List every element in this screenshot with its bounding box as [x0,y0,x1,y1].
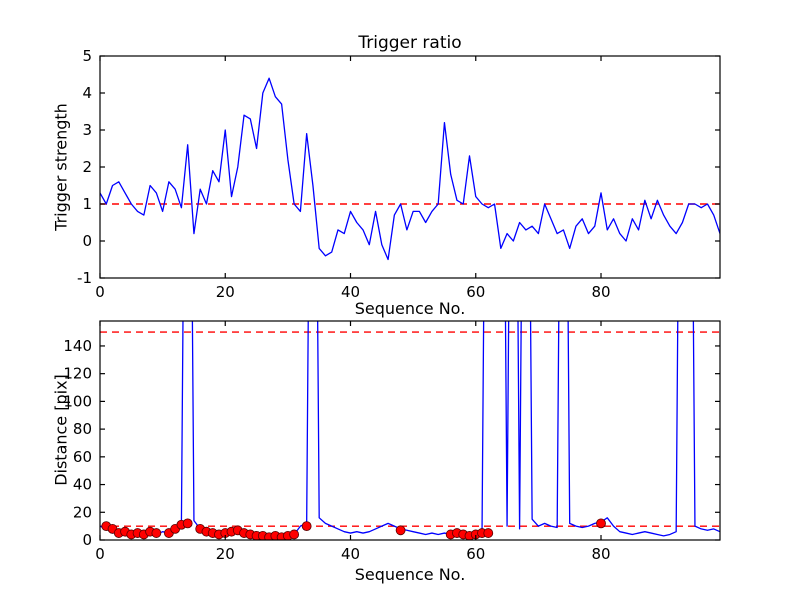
y-tick-label: 80 [73,420,92,438]
match-marker [289,529,300,540]
top-xaxis-label: Sequence No. [354,299,466,318]
chart-title: Trigger ratio [358,33,462,53]
y-tick-label: 20 [73,503,92,521]
y-tick-label: 3 [82,121,92,139]
match-marker [151,528,162,538]
match-marker [483,528,494,538]
axes-frame [99,320,721,541]
x-tick-label: 0 [95,283,105,301]
x-tick-label: 40 [341,283,360,301]
plot-area-1 [100,321,720,540]
data-line [100,77,720,261]
y-tick-label: 100 [63,392,92,410]
x-tick-label: 0 [95,545,105,563]
match-marker [395,525,406,536]
y-tick-label: 140 [63,337,92,355]
x-tick-label: 80 [591,283,610,301]
bottom-yaxis-label: Distance [pix] [51,374,71,486]
x-tick-label: 20 [216,545,235,563]
y-tick-label: 4 [82,84,92,102]
plot-area-0 [100,77,720,261]
x-tick-label: 60 [466,545,485,563]
axes-frame [99,55,721,279]
top-yaxis-label: Trigger strength [51,103,71,231]
y-tick-label: 60 [73,448,92,466]
x-tick-label: 60 [466,283,485,301]
y-tick-label: 5 [82,47,92,65]
data-line [100,321,720,538]
y-tick-label: 40 [73,476,92,494]
y-tick-label: -1 [77,269,92,287]
match-marker [182,518,193,529]
match-marker [301,521,312,532]
x-tick-label: 40 [341,545,360,563]
x-tick-label: 80 [591,545,610,563]
match-marker [596,518,606,529]
y-tick-label: 0 [82,531,92,549]
y-tick-label: 2 [82,158,92,176]
y-tick-label: 120 [63,365,92,383]
x-tick-label: 20 [216,283,235,301]
y-tick-label: 0 [82,232,92,250]
bottom-xaxis-label: Sequence No. [354,565,466,584]
y-tick-label: 1 [82,195,92,213]
